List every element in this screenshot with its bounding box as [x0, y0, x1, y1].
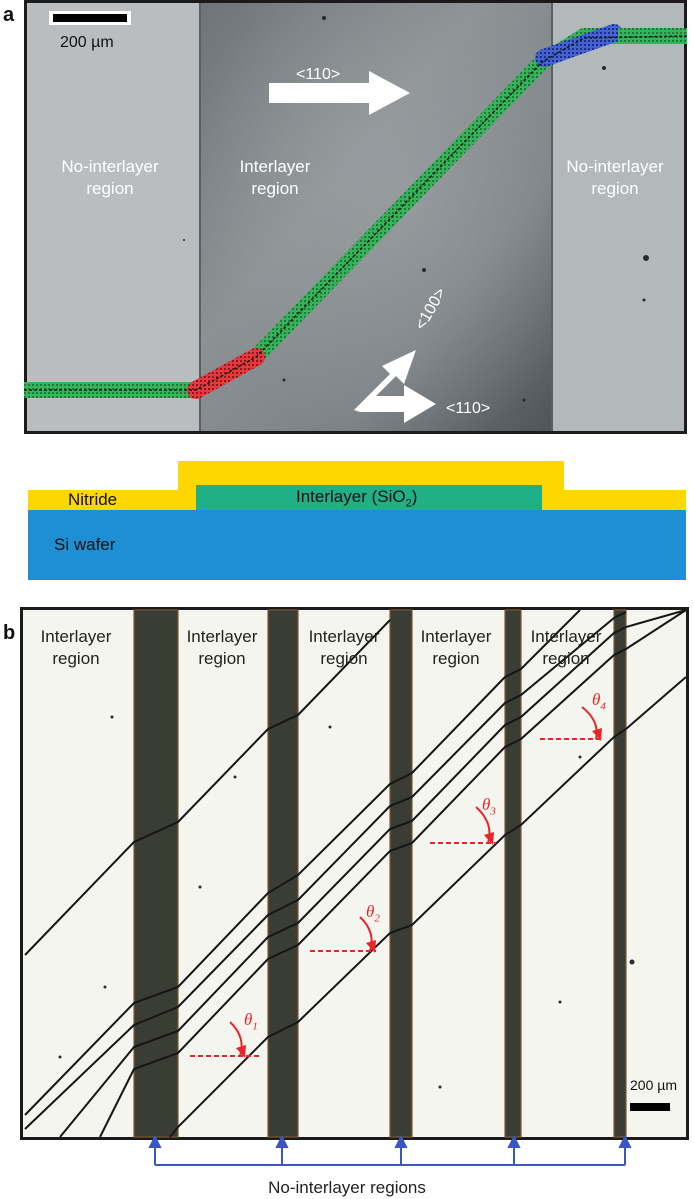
waveguide-lines: [24, 609, 687, 1138]
no-interlayer-strips: [133, 609, 627, 1138]
right-region-label: No-interlayer region: [566, 157, 664, 198]
arrow-bottom-label: <110>: [446, 400, 491, 417]
strip-5: [613, 609, 627, 1138]
strip-1: [133, 609, 179, 1138]
cross-section-diagram: [28, 461, 686, 580]
angle-4-arc: [581, 706, 598, 740]
region-label-4: Interlayer region: [420, 627, 492, 668]
strip-3: [389, 609, 413, 1138]
panel-b-letter: b: [3, 622, 16, 644]
arrow-110-top: [269, 71, 410, 115]
right-no-interlayer-zone: [552, 3, 684, 431]
dust-specks-b: [58, 715, 635, 1089]
arrow-pair-bottom: [354, 350, 436, 423]
panel-a-micrograph: [24, 0, 688, 434]
nitride-label: Nitride: [68, 490, 118, 509]
region-label-2: Interlayer region: [186, 627, 258, 668]
waveguide-core: [24, 35, 688, 391]
no-interlayer-bracket: [148, 1134, 632, 1166]
scale-bar-b: [630, 1103, 670, 1111]
dust-specks: [183, 16, 649, 402]
region-label-1: Interlayer region: [40, 627, 112, 668]
region-label-3: Interlayer region: [308, 627, 380, 668]
left-no-interlayer-zone: [27, 3, 200, 431]
region-label-5: Interlayer region: [530, 627, 602, 668]
theta-2-label: θ2: [366, 902, 380, 925]
panel-b-background: [23, 610, 686, 1137]
si-wafer-layer: [28, 510, 686, 580]
wafer-label: Si wafer: [54, 535, 116, 554]
strip-2: [267, 609, 299, 1138]
panel-a-letter: a: [3, 4, 15, 26]
strip-4: [504, 609, 522, 1138]
theta-1-label: θ1: [244, 1010, 258, 1033]
arrow-top-label: <110>: [296, 66, 341, 83]
center-region-label: Interlayer region: [239, 157, 311, 198]
scale-bar-a: [53, 14, 127, 22]
angle-markers: [190, 706, 604, 1058]
panel-b-image: [20, 607, 689, 1140]
scale-bar-a-label: 200 µm: [60, 34, 114, 51]
interlayer-block: [196, 485, 542, 510]
interlayer-label: Interlayer (SiO2): [296, 487, 418, 510]
panel-a-image: [24, 0, 688, 434]
no-interlayer-regions-label: No-interlayer regions: [268, 1178, 426, 1197]
left-region-label: No-interlayer region: [61, 157, 159, 198]
theta-3-label: θ3: [482, 795, 496, 818]
scale-bar-b-label: 200 µm: [630, 1077, 677, 1093]
theta-4-label: θ4: [592, 690, 606, 713]
